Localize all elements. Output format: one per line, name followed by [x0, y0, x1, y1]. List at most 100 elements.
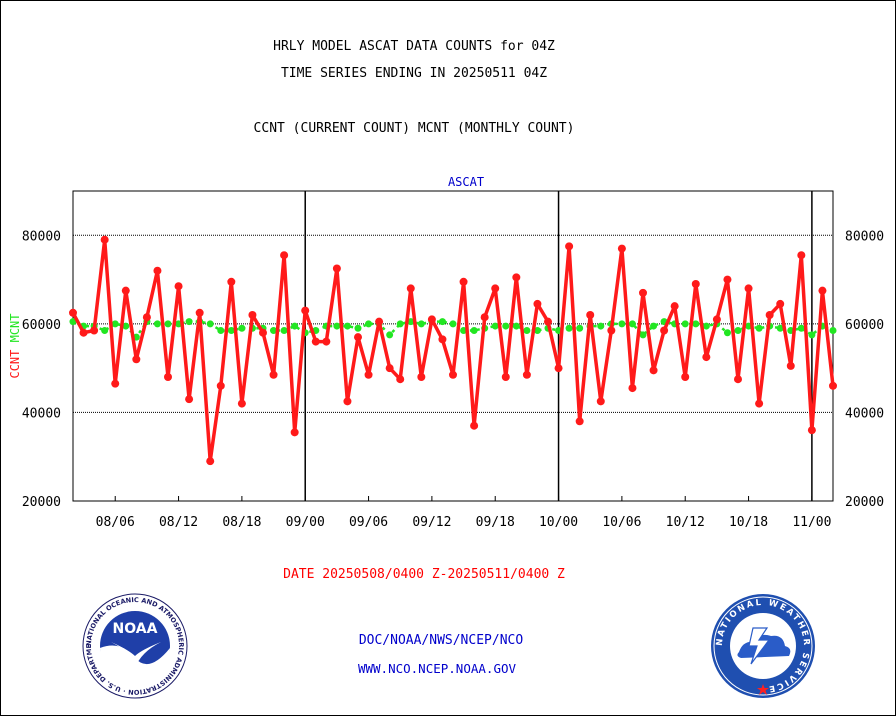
ccnt-point — [269, 370, 278, 379]
ccnt-point — [343, 397, 352, 406]
mcnt-point — [238, 324, 246, 332]
ccnt-point — [206, 457, 215, 466]
ccnt-point — [639, 288, 647, 297]
ccnt-point — [755, 399, 764, 408]
ccnt-point — [100, 235, 109, 244]
ccnt-point — [786, 361, 795, 370]
mcnt-point — [164, 320, 172, 328]
chart-title-line3: CCNT (CURRENT COUNT) MCNT (MONTHLY COUNT… — [253, 121, 575, 136]
footer-website-line: WWW.NCO.NCEP.NOAA.GOV — [357, 661, 517, 676]
ccnt-point — [512, 273, 521, 282]
ccnt-point — [259, 328, 267, 337]
x-tick-label: 10/06 — [602, 515, 641, 530]
ccnt-point — [354, 333, 362, 342]
ccnt-point — [301, 306, 310, 315]
x-tick-label: 10/00 — [539, 515, 578, 530]
mcnt-point — [523, 327, 531, 334]
mcnt-point — [565, 324, 573, 332]
mcnt-point — [576, 324, 584, 332]
ccnt-point — [111, 379, 120, 388]
mcnt-point — [639, 331, 647, 339]
ccnt-point — [702, 353, 711, 362]
ccnt-point — [195, 308, 204, 317]
mcnt-point — [449, 320, 457, 328]
ccnt-point — [617, 244, 626, 253]
mcnt-point — [681, 320, 689, 328]
ccnt-series-line — [71, 237, 835, 463]
x-tick-label: 10/12 — [666, 515, 705, 530]
ccnt-point — [185, 395, 194, 404]
mcnt-point — [354, 324, 362, 332]
mcnt-point — [122, 322, 130, 330]
ccnt-point — [438, 335, 447, 344]
mcnt-point — [386, 331, 394, 339]
chart-title-line1: HRLY MODEL ASCAT DATA COUNTS for 04Z — [273, 39, 555, 54]
mcnt-point — [776, 324, 784, 332]
y-axis-label-mcnt: MCNT — [8, 313, 22, 342]
mcnt-point — [396, 320, 404, 328]
y-tick-label-left: 80000 — [22, 229, 61, 244]
noaa-logo: NATIONAL OCEANIC AND ATMOSPHERIC ADMINIS… — [81, 592, 188, 699]
mcnt-point — [438, 318, 446, 326]
ccnt-point — [491, 284, 500, 293]
ccnt-point — [142, 313, 151, 322]
ccnt-point — [153, 266, 162, 275]
ccnt-point — [280, 251, 289, 260]
mcnt-point — [365, 320, 373, 328]
ccnt-point — [660, 326, 669, 335]
mcnt-point — [692, 320, 700, 328]
ccnt-point — [406, 284, 415, 293]
ccnt-point — [427, 315, 436, 324]
y-axis-label: CCNT MCNT — [8, 313, 22, 378]
ccnt-point — [797, 251, 806, 260]
mcnt-point — [512, 322, 520, 330]
mcnt-point — [407, 318, 415, 326]
date-range-label: DATE 20250508/0400 Z-20250511/0400 Z — [283, 567, 565, 582]
ccnt-point — [121, 286, 130, 295]
ccnt-point — [248, 311, 257, 319]
x-tick-label: 08/18 — [222, 515, 261, 530]
noaa-logo-text: NOAA — [113, 621, 158, 637]
mcnt-point — [808, 331, 816, 339]
mcnt-point — [270, 327, 278, 334]
ccnt-point — [628, 384, 637, 393]
y-tick-label-right: 80000 — [845, 229, 884, 244]
ccnt-point — [385, 364, 394, 373]
mcnt-point — [797, 324, 805, 332]
ccnt-point — [691, 280, 700, 288]
ccnt-point — [216, 381, 225, 390]
ccnt-point — [79, 328, 88, 337]
ccnt-point — [449, 370, 457, 379]
ccnt-point — [818, 286, 827, 295]
mcnt-point — [628, 320, 636, 328]
mcnt-point — [618, 320, 626, 328]
y-tick-label-left: 60000 — [22, 318, 61, 333]
mcnt-point — [533, 327, 541, 334]
ccnt-point — [712, 315, 721, 324]
ccnt-point — [544, 317, 552, 326]
ccnt-point — [290, 428, 299, 437]
x-tick-label: 08/06 — [96, 515, 135, 530]
ccnt-point — [375, 317, 384, 326]
ccnt-point — [670, 302, 679, 311]
ccnt-point — [554, 364, 563, 373]
ccnt-point — [533, 299, 542, 308]
mcnt-point — [111, 320, 119, 328]
ccnt-point — [776, 299, 785, 308]
ccnt-point — [765, 311, 774, 319]
ccnt-point — [470, 421, 479, 430]
ccnt-point — [69, 308, 77, 317]
mcnt-point — [417, 320, 425, 328]
x-tick-label: 09/18 — [476, 515, 515, 530]
mcnt-point — [650, 322, 658, 330]
ccnt-point — [565, 242, 574, 251]
mcnt-point — [217, 327, 225, 334]
mcnt-point — [491, 322, 499, 330]
mcnt-point — [755, 324, 763, 332]
mcnt-point — [333, 322, 341, 330]
mcnt-point — [153, 320, 161, 328]
x-tick-label: 08/12 — [159, 515, 198, 530]
mcnt-point — [185, 318, 193, 326]
ccnt-point — [807, 426, 816, 435]
ccnt-point — [364, 370, 373, 379]
